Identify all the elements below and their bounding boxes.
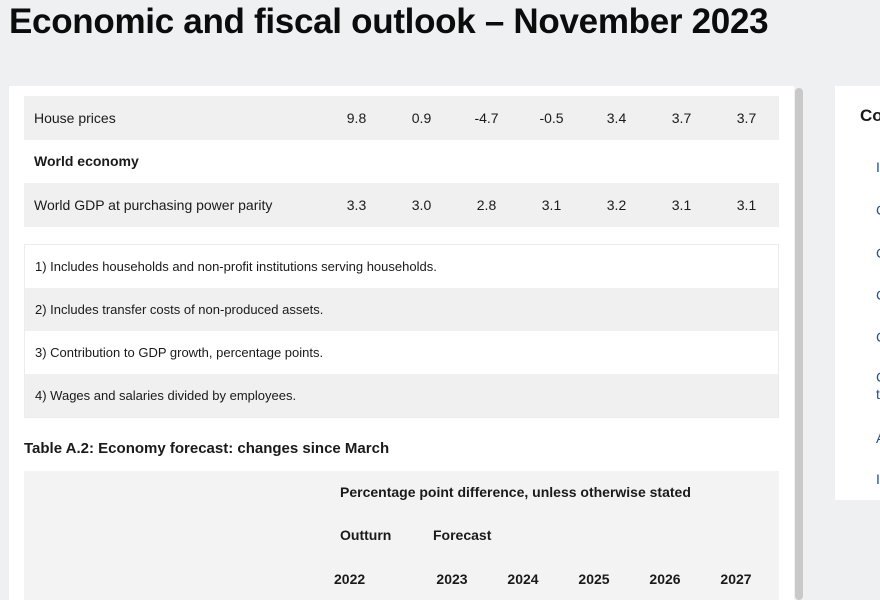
- row-label: World GDP at purchasing power parity: [34, 196, 273, 213]
- sidebar-link[interactable]: C: [876, 245, 880, 261]
- footnote: 3) Contribution to GDP growth, percentag…: [35, 345, 324, 360]
- sidebar-link[interactable]: I: [876, 471, 880, 487]
- footnote: 4) Wages and salaries divided by employe…: [35, 388, 297, 403]
- cell-value: 2.8: [476, 196, 497, 213]
- cell-value: 3.2: [606, 196, 627, 213]
- contents-sidebar: Co I C C C C C t A I: [835, 86, 880, 500]
- table-row: House prices 9.8 0.9 -4.7 -0.5 3.4 3.7 3…: [24, 96, 779, 140]
- cell-value: -0.5: [539, 109, 564, 126]
- footnotes-table: 1) Includes households and non-profit in…: [24, 244, 779, 418]
- sidebar-link[interactable]: A: [876, 430, 880, 446]
- table-header: Percentage point difference, unless othe…: [340, 484, 691, 500]
- cell-value: 0.9: [411, 109, 432, 126]
- footnote: 2) Includes transfer costs of non-produc…: [35, 302, 324, 317]
- cell-value: 3.4: [606, 109, 627, 126]
- cell-value: 3.1: [541, 196, 562, 213]
- main-content: House prices 9.8 0.9 -4.7 -0.5 3.4 3.7 3…: [9, 86, 794, 600]
- sidebar-link[interactable]: I: [876, 159, 880, 175]
- year-header: 2025: [578, 571, 610, 587]
- cell-value: 3.0: [411, 196, 432, 213]
- cell-value: 3.7: [736, 109, 757, 126]
- cell-value: -4.7: [474, 109, 499, 126]
- footnote-row: 4) Wages and salaries divided by employe…: [24, 374, 779, 418]
- cell-value: 3.7: [671, 109, 692, 126]
- sidebar-link[interactable]: C: [876, 369, 880, 385]
- sidebar-link[interactable]: C: [876, 287, 880, 303]
- footnote-row: 2) Includes transfer costs of non-produc…: [24, 288, 779, 331]
- changes-since-march-table: Percentage point difference, unless othe…: [24, 471, 779, 600]
- page-title: Economic and fiscal outlook – November 2…: [9, 2, 769, 41]
- table-section-row: World economy: [24, 140, 779, 184]
- sidebar-link[interactable]: t: [876, 386, 880, 402]
- sidebar-link[interactable]: C: [876, 329, 880, 345]
- sidebar-link[interactable]: C: [876, 202, 880, 218]
- row-label: House prices: [34, 109, 116, 126]
- table-caption: Table A.2: Economy forecast: changes sin…: [24, 440, 390, 457]
- section-label: World economy: [34, 153, 139, 170]
- footnote: 1) Includes households and non-profit in…: [35, 259, 437, 274]
- year-header: 2027: [720, 571, 752, 587]
- cell-value: 3.1: [671, 196, 692, 213]
- scrollbar-thumb[interactable]: [795, 88, 803, 600]
- forecast-label: Forecast: [433, 527, 492, 543]
- year-header: 2024: [507, 571, 539, 587]
- year-header: 2026: [649, 571, 681, 587]
- year-header: 2023: [436, 571, 468, 587]
- table-row: World GDP at purchasing power parity 3.3…: [24, 183, 779, 227]
- footnote-row: 3) Contribution to GDP growth, percentag…: [25, 331, 779, 374]
- cell-value: 3.1: [736, 196, 757, 213]
- content-scrollbar[interactable]: [794, 86, 804, 600]
- sidebar-heading: Co: [860, 106, 880, 125]
- economy-forecast-table: House prices 9.8 0.9 -4.7 -0.5 3.4 3.7 3…: [24, 96, 779, 227]
- cell-value: 9.8: [346, 109, 367, 126]
- year-header: 2022: [334, 571, 366, 587]
- footnote-row: 1) Includes households and non-profit in…: [25, 245, 779, 289]
- outturn-label: Outturn: [340, 527, 392, 543]
- cell-value: 3.3: [346, 196, 367, 213]
